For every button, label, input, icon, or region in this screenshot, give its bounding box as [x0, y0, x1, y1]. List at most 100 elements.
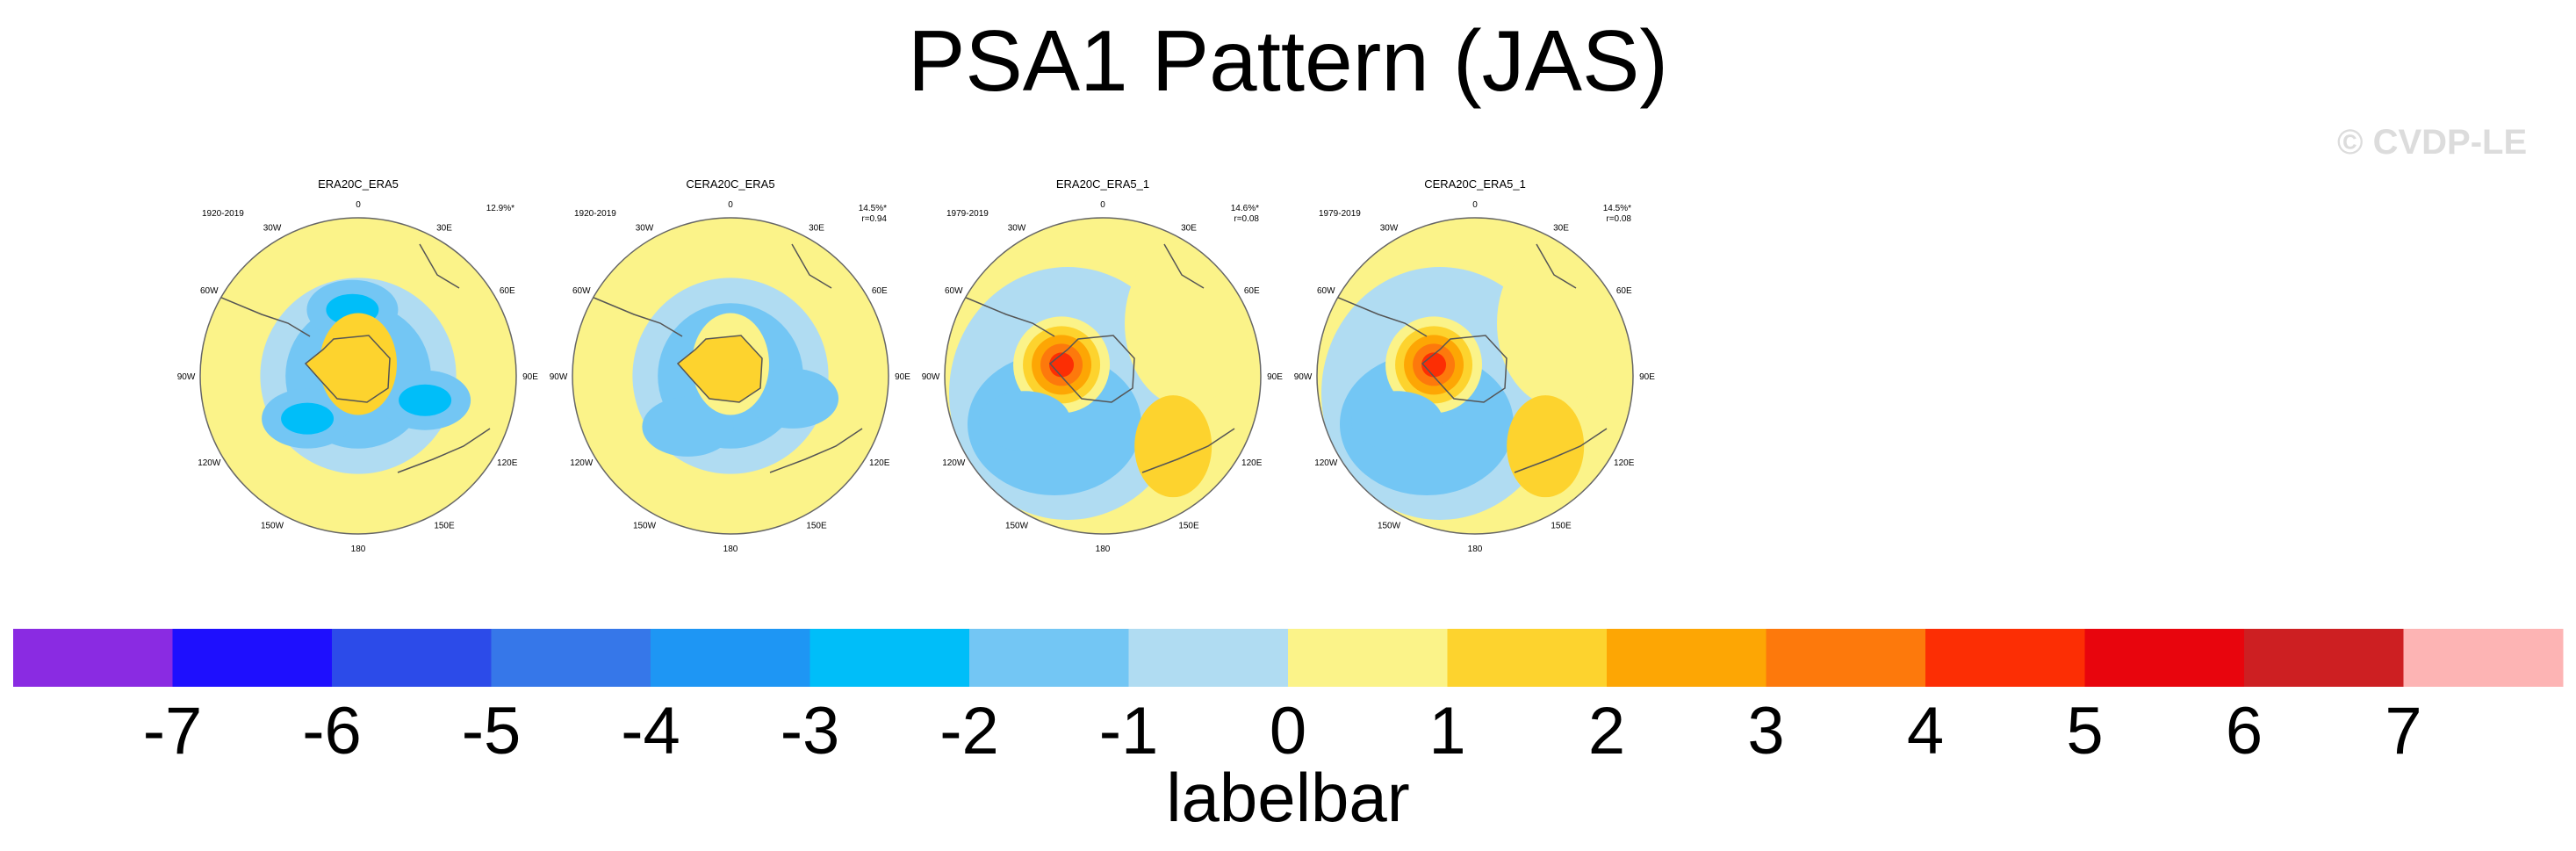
- antarctica-coastline: [676, 335, 763, 403]
- longitude-label: 90W: [922, 372, 940, 382]
- longitude-label: 180: [1096, 544, 1111, 554]
- australia-coastline: [1514, 428, 1608, 473]
- longitude-label: 0: [1100, 200, 1105, 210]
- colorbar-swatch: [1288, 629, 1448, 687]
- panel-correlation: r=0.08: [1234, 214, 1259, 224]
- africa-coastline: [419, 243, 460, 289]
- south-america-coastline: [1325, 292, 1428, 337]
- colorbar-tick-label: 3: [1747, 694, 1784, 768]
- colorbar-tick-label: -2: [939, 694, 999, 768]
- colorbar-tick-label: -5: [462, 694, 522, 768]
- longitude-label: 90E: [1267, 372, 1283, 382]
- colorbar-swatch: [2244, 629, 2404, 687]
- longitude-label: 180: [723, 544, 738, 554]
- contour-fill: [1351, 391, 1443, 451]
- colorbar-swatch: [651, 629, 810, 687]
- contour-fill: [642, 396, 734, 457]
- map-panel-2: 0 30E 60E 90E 120E 150E 180 150W 120W 90W 60W 30W CE…: [550, 177, 911, 554]
- longitude-label: 60W: [200, 286, 219, 296]
- longitude-label: 90W: [550, 372, 568, 382]
- south-america-coastline: [580, 292, 683, 337]
- contour-core: [281, 402, 335, 435]
- panel-period: 1979-2019: [946, 209, 989, 219]
- antarctica-coastline: [1048, 335, 1135, 403]
- panel-correlation: r=0.08: [1606, 214, 1631, 224]
- longitude-label: 90E: [895, 372, 910, 382]
- longitude-label: 60W: [1317, 286, 1335, 296]
- longitude-label: 180: [351, 544, 366, 554]
- colorbar-tick-label: -3: [781, 694, 840, 768]
- longitude-label: 60E: [1616, 286, 1632, 296]
- colorbar-swatch: [2403, 629, 2564, 687]
- longitude-label: 30W: [263, 223, 282, 233]
- contour-fill: [979, 391, 1071, 451]
- longitude-label: 120E: [1614, 458, 1635, 468]
- longitude-label: 120E: [497, 458, 518, 468]
- contour-fill: [747, 368, 839, 429]
- longitude-label: 120W: [570, 458, 594, 468]
- longitude-label: 30E: [1181, 223, 1197, 233]
- colorbar-swatch: [1925, 629, 2085, 687]
- longitude-label: 150W: [633, 522, 657, 531]
- colorbar-tick-label: 4: [1907, 694, 1944, 768]
- longitude-label: 60E: [500, 286, 515, 296]
- antarctica-coastline: [1421, 335, 1507, 403]
- colorbar-tick-label: -4: [621, 694, 680, 768]
- map-outline: [572, 217, 889, 535]
- panel-variance: 14.6%*: [1231, 204, 1259, 213]
- longitude-label: 150E: [806, 522, 827, 531]
- colorbar-tick-label: 2: [1588, 694, 1625, 768]
- panel-title: CERA20C_ERA5: [686, 177, 774, 191]
- africa-coastline: [1536, 243, 1577, 289]
- longitude-label: 120E: [869, 458, 890, 468]
- map-panel-3: 0 30E 60E 90E 120E 150E 180 150W 120W 90W 60W 30W ER…: [922, 177, 1284, 554]
- longitude-label: 150E: [1551, 522, 1572, 531]
- contour-fill: [1497, 240, 1620, 407]
- antarctica-coastline: [304, 335, 391, 403]
- colorbar-tick-label: -6: [302, 694, 362, 768]
- longitude-label: 0: [1472, 200, 1478, 210]
- colorbar-tick-label: 5: [2066, 694, 2103, 768]
- panel-variance: 14.5%*: [1603, 204, 1631, 213]
- longitude-label: 90W: [177, 372, 196, 382]
- australia-coastline: [1141, 428, 1235, 473]
- panel-title: ERA20C_ERA5: [318, 177, 399, 191]
- africa-coastline: [791, 243, 832, 289]
- africa-coastline: [1163, 243, 1205, 289]
- colorbar-swatch: [332, 629, 492, 687]
- colorbar-tick-label: 7: [2385, 694, 2421, 768]
- longitude-label: 120W: [1314, 458, 1338, 468]
- map-outline: [944, 217, 1262, 535]
- colorbar-tick-label: -7: [143, 694, 203, 768]
- longitude-label: 150W: [1378, 522, 1401, 531]
- longitude-label: 150E: [434, 522, 455, 531]
- colorbar-swatch: [2084, 629, 2245, 687]
- panel-period: 1920-2019: [574, 209, 616, 219]
- australia-coastline: [769, 428, 863, 473]
- south-america-coastline: [953, 292, 1055, 337]
- colorbar-swatch: [809, 629, 970, 687]
- south-america-coastline: [208, 292, 311, 337]
- panel-period: 1920-2019: [202, 209, 244, 219]
- longitude-label: 150W: [261, 522, 284, 531]
- longitude-label: 180: [1468, 544, 1483, 554]
- colorbar-tick-label: -1: [1099, 694, 1159, 768]
- longitude-label: 120W: [942, 458, 966, 468]
- longitude-label: 60E: [872, 286, 888, 296]
- contour-core: [399, 384, 452, 416]
- longitude-label: 0: [728, 200, 733, 210]
- longitude-label: 90W: [1294, 372, 1313, 382]
- panel-title: ERA20C_ERA5_1: [1056, 177, 1149, 191]
- colorbar-swatch: [1128, 629, 1289, 687]
- map-outline: [199, 217, 517, 535]
- colorbar-swatch: [172, 629, 333, 687]
- contour-fill: [1507, 395, 1585, 498]
- longitude-label: 30E: [436, 223, 452, 233]
- longitude-label: 90E: [1639, 372, 1655, 382]
- watermark: © CVDP-LE: [2337, 123, 2528, 162]
- panel-correlation: r=0.94: [861, 214, 887, 224]
- longitude-label: 30E: [809, 223, 824, 233]
- panel-period: 1979-2019: [1319, 209, 1361, 219]
